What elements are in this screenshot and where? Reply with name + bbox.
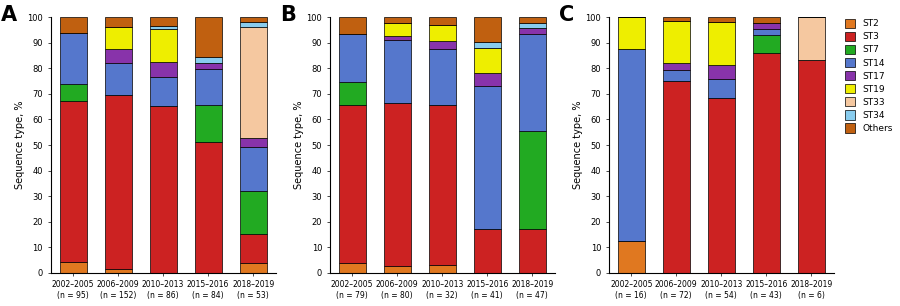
Bar	[194, 17, 221, 57]
Bar	[383, 17, 410, 24]
Bar	[707, 22, 734, 65]
Bar	[104, 63, 131, 95]
Bar	[149, 17, 176, 26]
Bar	[428, 49, 455, 105]
Bar	[338, 17, 365, 34]
Bar	[662, 81, 689, 273]
Bar	[149, 26, 176, 29]
Bar	[518, 34, 545, 132]
Bar	[104, 27, 131, 49]
Bar	[518, 229, 545, 273]
Bar	[617, 241, 644, 273]
Bar	[662, 63, 689, 70]
Bar	[383, 39, 410, 103]
Bar	[194, 63, 221, 69]
Bar	[194, 57, 221, 63]
Bar	[338, 34, 365, 82]
Bar	[428, 265, 455, 273]
Text: B: B	[280, 5, 296, 24]
Bar	[104, 269, 131, 273]
Bar	[518, 132, 545, 229]
Bar	[707, 79, 734, 98]
Bar	[383, 103, 410, 266]
Bar	[518, 23, 545, 28]
Text: C: C	[559, 5, 574, 24]
Bar	[59, 33, 86, 84]
Bar	[239, 147, 266, 191]
Bar	[752, 53, 779, 273]
Bar	[239, 27, 266, 138]
Y-axis label: Sequence type, %: Sequence type, %	[14, 101, 24, 189]
Bar	[383, 266, 410, 273]
Y-axis label: Sequence type, %: Sequence type, %	[572, 101, 582, 189]
Bar	[239, 263, 266, 273]
Bar	[707, 17, 734, 22]
Bar	[59, 262, 86, 273]
Bar	[473, 73, 500, 86]
Bar	[428, 41, 455, 49]
Bar	[473, 17, 500, 42]
Bar	[797, 60, 824, 273]
Bar	[518, 17, 545, 23]
Bar	[149, 77, 176, 106]
Bar	[239, 138, 266, 147]
Bar	[149, 29, 176, 62]
Bar	[149, 106, 176, 273]
Y-axis label: Sequence type, %: Sequence type, %	[293, 101, 303, 189]
Bar	[797, 17, 824, 60]
Bar	[752, 17, 779, 24]
Bar	[239, 234, 266, 263]
Bar	[707, 98, 734, 273]
Bar	[239, 17, 266, 22]
Bar	[239, 191, 266, 234]
Bar	[428, 17, 455, 25]
Bar	[239, 22, 266, 27]
Bar	[338, 263, 365, 273]
Bar	[104, 95, 131, 269]
Bar	[194, 69, 221, 106]
Bar	[518, 28, 545, 34]
Bar	[473, 86, 500, 229]
Bar	[428, 105, 455, 265]
Bar	[104, 49, 131, 63]
Bar	[617, 49, 644, 241]
Bar	[338, 105, 365, 263]
Bar	[707, 65, 734, 79]
Bar	[149, 62, 176, 77]
Bar	[428, 25, 455, 41]
Bar	[194, 142, 221, 273]
Bar	[383, 36, 410, 39]
Bar	[59, 17, 86, 33]
Bar	[59, 101, 86, 262]
Bar	[194, 106, 221, 142]
Bar	[752, 29, 779, 35]
Bar	[473, 229, 500, 273]
Bar	[617, 17, 644, 49]
Bar	[752, 24, 779, 29]
Bar	[662, 21, 689, 63]
Bar	[473, 48, 500, 73]
Bar	[383, 24, 410, 36]
Bar	[59, 84, 86, 101]
Bar	[662, 17, 689, 21]
Bar	[662, 70, 689, 81]
Text: A: A	[1, 5, 17, 24]
Bar	[104, 17, 131, 27]
Bar	[473, 42, 500, 48]
Bar	[338, 82, 365, 105]
Legend: ST2, ST3, ST7, ST14, ST17, ST19, ST33, ST34, Others: ST2, ST3, ST7, ST14, ST17, ST19, ST33, S…	[842, 17, 895, 135]
Bar	[752, 35, 779, 53]
